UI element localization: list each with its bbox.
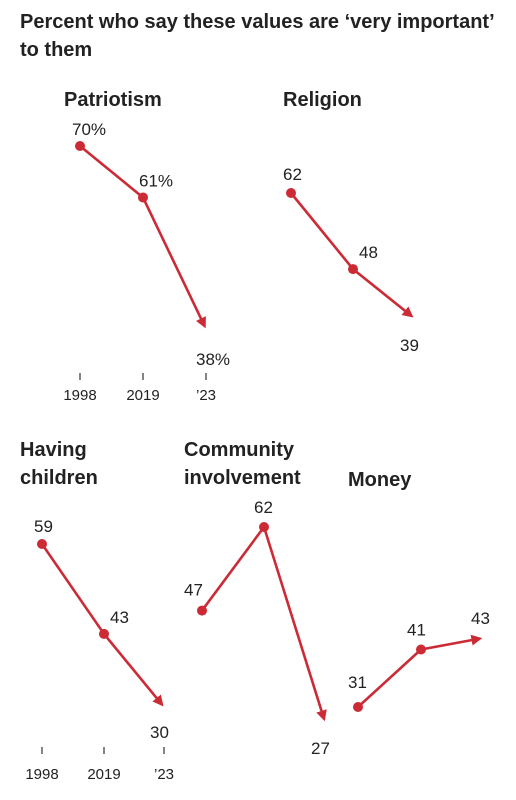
series-line-segment — [419, 634, 483, 651]
panel-religion: Religion 62 48 39 — [283, 89, 419, 355]
series-line-segment — [356, 648, 423, 709]
chart-title: Percent who say these values are ‘very i… — [20, 11, 494, 61]
data-point — [348, 264, 358, 275]
panel-title: Patriotism — [64, 89, 162, 111]
series-line-segment — [102, 632, 164, 707]
data-point — [75, 141, 85, 151]
panel-title: Money — [348, 469, 412, 491]
panel-title: involvement — [184, 467, 301, 489]
data-label: 62 — [283, 165, 302, 184]
series-line-segment — [200, 525, 266, 612]
data-point — [416, 644, 426, 655]
data-label: 30 — [150, 723, 169, 742]
x-tick-label: 1998 — [25, 766, 58, 783]
data-label: 31 — [348, 673, 367, 692]
panel-patriotism: Patriotism 70% 61% 38% 1998 2019 ’23 — [63, 89, 230, 404]
data-point — [138, 192, 148, 203]
series-line-segment — [289, 191, 355, 271]
data-label: 47 — [184, 581, 203, 600]
series-line-segment — [78, 144, 145, 199]
data-label: 70% — [72, 120, 106, 139]
data-label: 61% — [139, 171, 173, 190]
data-label: 43 — [110, 608, 129, 627]
data-label: 62 — [254, 498, 273, 517]
data-label: 59 — [34, 517, 53, 536]
series-line-segment — [262, 525, 327, 722]
x-tick-label: 2019 — [126, 387, 159, 404]
panel-title: children — [20, 467, 98, 489]
series-line-segment — [141, 196, 206, 329]
data-label: 27 — [311, 739, 330, 758]
x-tick-label: ’23 — [196, 387, 216, 404]
x-tick-label: ’23 — [154, 766, 174, 783]
data-label: 39 — [400, 336, 419, 355]
data-label: 41 — [407, 621, 426, 640]
x-tick-label: 2019 — [87, 766, 120, 783]
data-label: 43 — [471, 609, 490, 628]
data-point — [99, 628, 109, 639]
panel-community-involvement: Community involvement 47 62 27 — [184, 439, 330, 758]
data-label: 48 — [359, 243, 378, 262]
data-point — [259, 522, 269, 532]
series-line-segment — [40, 542, 106, 636]
panel-title: Community — [184, 439, 295, 461]
data-point — [286, 188, 296, 198]
panel-title: Having — [20, 439, 87, 461]
data-point — [353, 702, 363, 712]
data-label: 38% — [196, 350, 230, 369]
x-tick-label: 1998 — [63, 387, 96, 404]
data-point — [197, 605, 207, 616]
panel-title: Religion — [283, 89, 362, 111]
panel-having-children: Having children 59 43 30 1998 2019 ’23 — [20, 439, 174, 783]
panel-money: Money 31 41 43 — [348, 469, 490, 712]
series-line-segment — [351, 267, 414, 318]
data-point — [37, 539, 47, 549]
